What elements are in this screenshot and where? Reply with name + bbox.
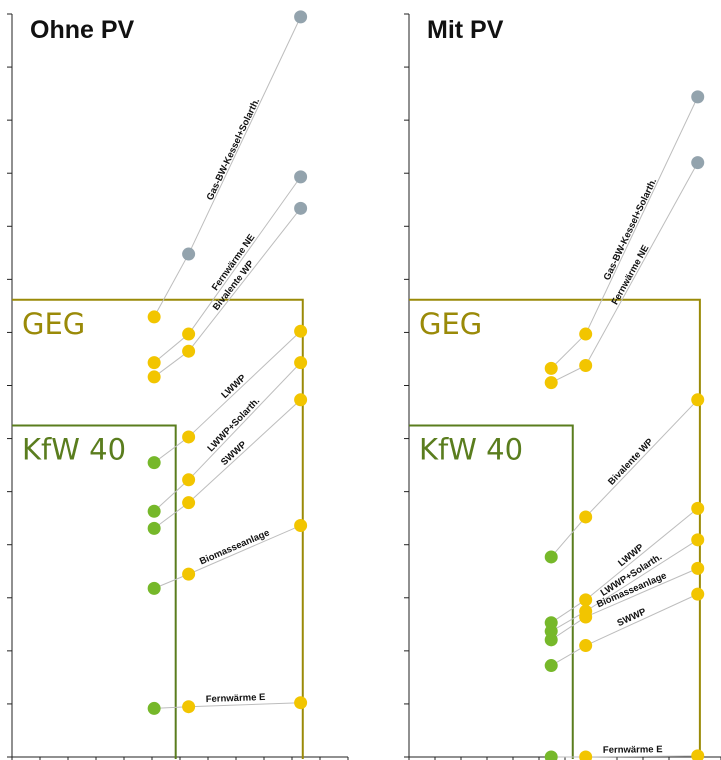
region-label: GEG [419, 307, 482, 341]
data-point [182, 247, 196, 261]
data-point [182, 496, 196, 510]
data-point [294, 356, 308, 370]
data-point [691, 561, 705, 575]
data-point [294, 10, 308, 24]
data-point [147, 356, 161, 370]
data-point [182, 327, 196, 341]
series-connector [550, 645, 586, 666]
data-point [691, 90, 705, 104]
data-point [147, 456, 161, 470]
region-border-geg [12, 298, 304, 759]
series-connector [188, 330, 301, 438]
series-connector [585, 567, 698, 618]
region-border-kfw40 [12, 424, 177, 759]
data-point [579, 750, 593, 760]
panel-ohne-pv: Ohne PV GEG KfW 40 Gas-BW-Kessel+Solarth. F… [7, 10, 349, 760]
series-connector [188, 399, 301, 504]
series-label: Biomasseanlage [198, 527, 271, 567]
data-point [182, 430, 196, 444]
data-point [579, 639, 593, 653]
series-connector [550, 516, 587, 558]
series-connector [188, 176, 302, 335]
data-point [579, 358, 593, 372]
data-point [147, 701, 161, 715]
data-point [147, 310, 161, 324]
region-border-kfw40 [409, 424, 574, 759]
data-point [691, 156, 705, 170]
data-point [544, 376, 558, 390]
series-connector [188, 208, 302, 352]
data-point [579, 593, 593, 607]
data-point [182, 473, 196, 487]
data-point [294, 519, 308, 533]
data-point [691, 749, 705, 760]
data-point [691, 393, 705, 407]
series-label: LWWP [219, 372, 249, 401]
data-point [544, 750, 558, 760]
data-point [147, 581, 161, 595]
series-connector [585, 593, 698, 647]
series-label: Fernwärme E [206, 692, 266, 705]
data-point [691, 587, 705, 601]
data-point [294, 696, 308, 710]
region-border-geg [409, 298, 701, 759]
series-label: Gas-BW-Kessel+Solarth. [205, 97, 263, 202]
series-connector [188, 362, 301, 481]
series-connector [188, 525, 301, 575]
series-label: Fernwärme E [603, 744, 663, 756]
data-point [147, 370, 161, 384]
data-point [147, 504, 161, 518]
series-connector [153, 253, 190, 318]
series-label: SWWP [615, 606, 648, 629]
data-point [182, 700, 196, 714]
series-connector [585, 399, 699, 518]
series-connector [585, 507, 699, 601]
data-point [579, 510, 593, 524]
region-label: KfW 40 [22, 433, 126, 467]
data-point [294, 324, 308, 338]
data-point [544, 361, 558, 375]
data-point [691, 533, 705, 547]
panel-title: Ohne PV [30, 16, 135, 44]
data-point [294, 170, 308, 184]
data-point [544, 550, 558, 564]
series-connector [550, 616, 586, 641]
series-connector [153, 436, 189, 464]
series-connector [585, 96, 699, 335]
series-connector [153, 479, 189, 512]
data-point [544, 659, 558, 673]
series-connector [153, 502, 189, 529]
region-label: KfW 40 [419, 433, 523, 467]
series-connector [550, 599, 586, 624]
data-point [182, 344, 196, 358]
series-connector [550, 333, 587, 369]
series-connector [585, 162, 699, 366]
panel-title: Mit PV [427, 16, 504, 44]
data-point [579, 327, 593, 341]
series-connector [153, 350, 189, 378]
series-connector [585, 755, 698, 758]
series-connector [188, 16, 302, 255]
data-point [294, 201, 308, 215]
data-point [579, 610, 593, 624]
data-point [691, 501, 705, 515]
data-point [544, 633, 558, 647]
series-connector [153, 333, 189, 364]
data-point [182, 567, 196, 581]
series-connector [585, 539, 698, 612]
data-point [294, 393, 308, 407]
region-label: GEG [22, 307, 85, 341]
series-connector [188, 702, 301, 708]
data-point [147, 521, 161, 535]
series-label: Bivalente WP [606, 436, 656, 488]
